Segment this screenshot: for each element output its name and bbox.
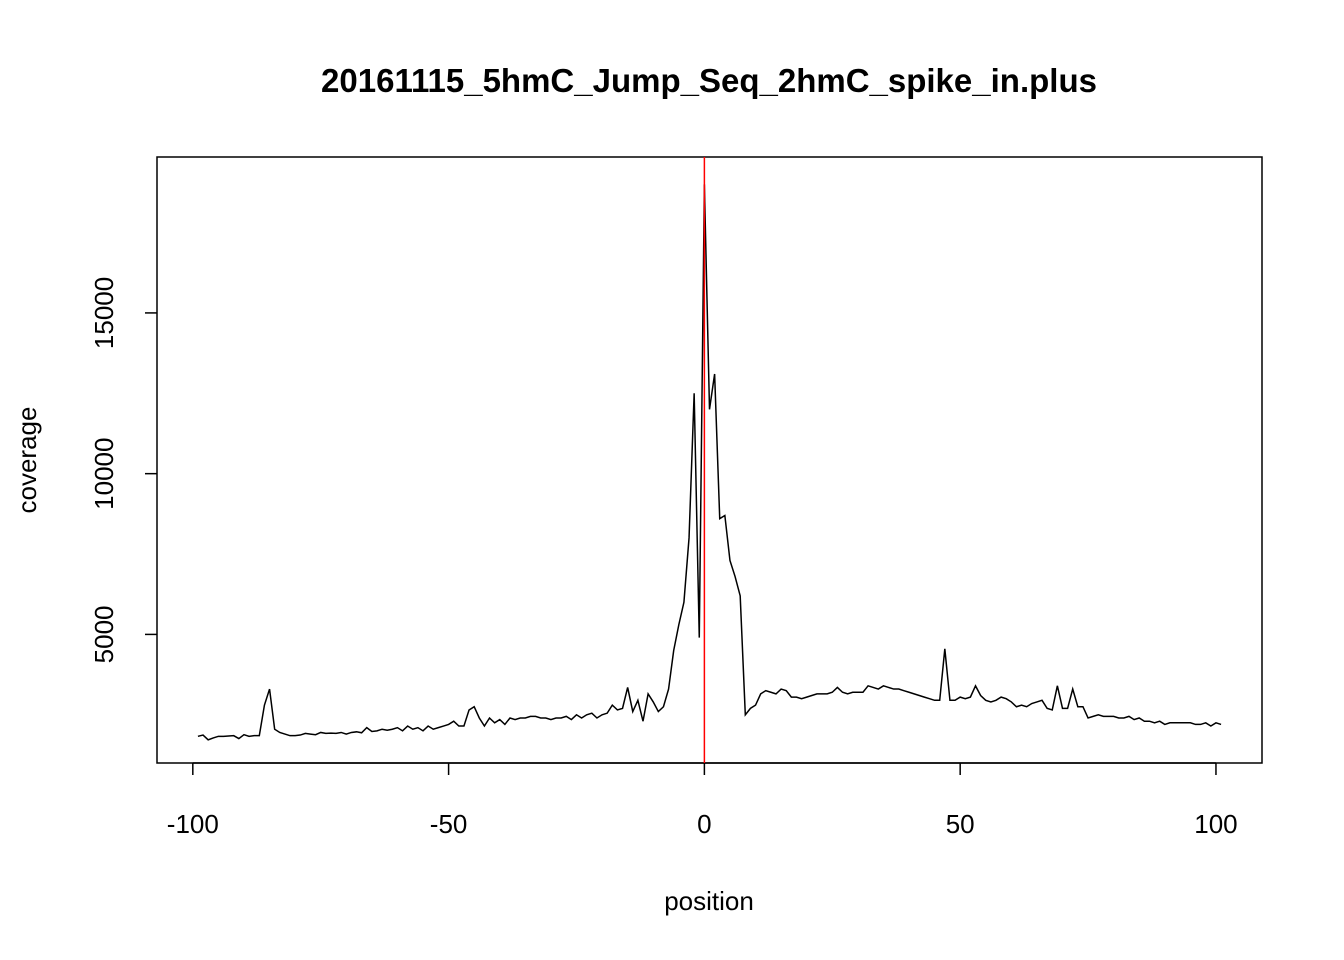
x-tick-label: 0 [697, 809, 711, 839]
y-axis-label: coverage [12, 407, 42, 514]
x-tick-label: 100 [1194, 809, 1237, 839]
chart-title: 20161115_5hmC_Jump_Seq_2hmC_spike_in.plu… [321, 62, 1097, 99]
y-tick-label: 10000 [89, 438, 119, 510]
y-tick-label: 5000 [89, 605, 119, 663]
series-line [197, 184, 1222, 741]
x-axis-label: position [664, 886, 754, 916]
x-tick-label: -100 [167, 809, 219, 839]
y-tick-label: 15000 [89, 277, 119, 349]
x-tick-label: -50 [430, 809, 468, 839]
x-tick-label: 50 [946, 809, 975, 839]
